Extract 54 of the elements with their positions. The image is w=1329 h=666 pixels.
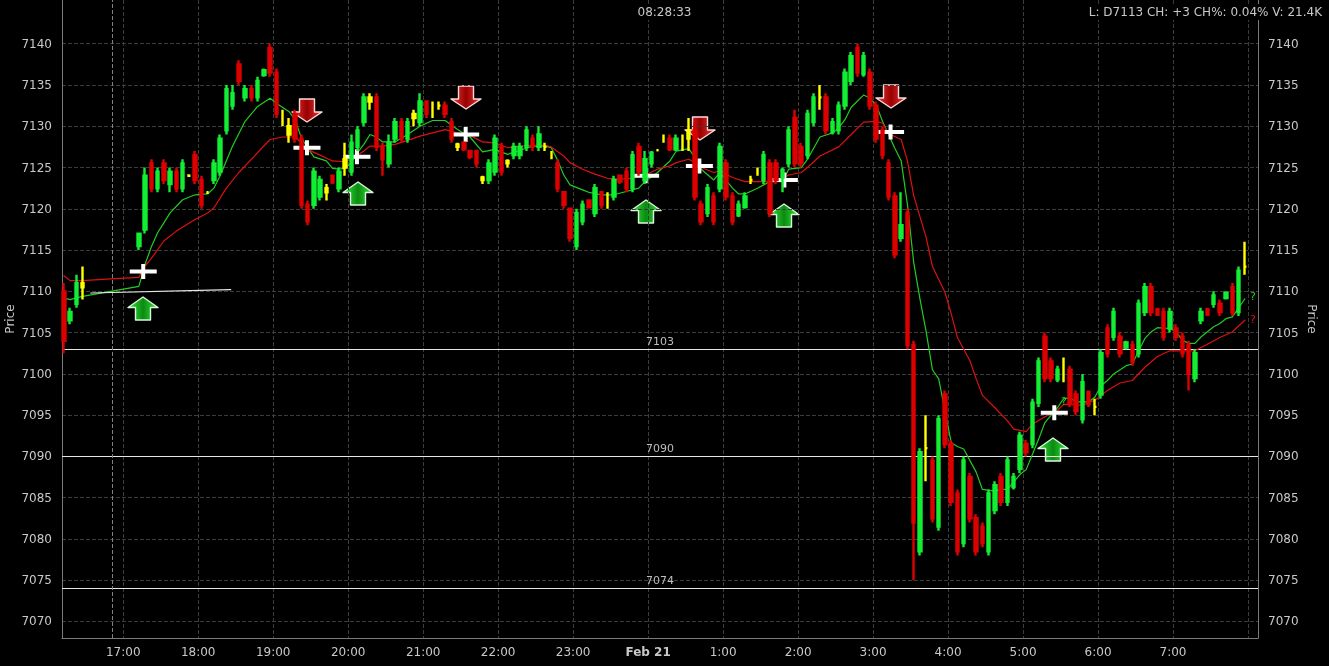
x-tick-label: 20:00 xyxy=(330,645,366,659)
y-tick-label: 7095 xyxy=(21,408,52,423)
y-tick-label: 7105 xyxy=(21,325,52,340)
x-tick-label: 7:00 xyxy=(1159,645,1187,659)
y-tick-label: 7085 xyxy=(21,490,52,505)
y2-tick-label: 7110 xyxy=(1268,284,1299,299)
x-tick-label: 17:00 xyxy=(105,645,141,659)
y2-tick-label: 7070 xyxy=(1268,614,1299,629)
x-tick-label: 2:00 xyxy=(784,645,812,659)
x-tick-label: Feb 21 xyxy=(625,645,671,659)
y2-tick-label: 7085 xyxy=(1268,490,1299,505)
y2-tick-label: 7075 xyxy=(1268,573,1299,588)
x-tick-label: 4:00 xyxy=(934,645,962,659)
y2-tick-label: 7095 xyxy=(1268,408,1299,423)
y2-tick-label: 7130 xyxy=(1268,119,1299,134)
y-tick-label: 7115 xyxy=(21,243,52,258)
ref-line-label: 7090 xyxy=(646,442,674,456)
y-tick-label: 7120 xyxy=(21,201,52,216)
y2-tick-label: 7125 xyxy=(1268,160,1299,175)
y-tick-label: 7075 xyxy=(21,573,52,588)
y-tick-label: 7090 xyxy=(21,449,52,464)
y-tick-label: 7110 xyxy=(21,284,52,299)
x-tick-label: 18:00 xyxy=(180,645,216,659)
annotation: ? xyxy=(1250,289,1257,303)
y2-tick-label: 7090 xyxy=(1268,449,1299,464)
y-tick-label: 7100 xyxy=(21,366,52,381)
y-tick-label: 7125 xyxy=(21,160,52,175)
x-tick-label: 6:00 xyxy=(1084,645,1112,659)
y-tick-label: 7140 xyxy=(21,36,52,51)
x-tick-label: 1:00 xyxy=(709,645,737,659)
y2-tick-label: 7100 xyxy=(1268,366,1299,381)
y2-tick-label: 7135 xyxy=(1268,78,1299,93)
annotation: ? xyxy=(1250,312,1257,326)
x-tick-label: 23:00 xyxy=(555,645,591,659)
x-tick-label: 5:00 xyxy=(1009,645,1037,659)
x-tick-label: 21:00 xyxy=(405,645,441,659)
y2-tick-label: 7105 xyxy=(1268,325,1299,340)
ref-line-label: 7074 xyxy=(646,574,674,588)
y2-axis-title: Price xyxy=(1305,304,1319,334)
chart-title: 08:28:33 xyxy=(637,5,692,19)
y2-tick-label: 7080 xyxy=(1268,531,1299,546)
x-tick-label: 19:00 xyxy=(255,645,291,659)
ref-line-label: 7103 xyxy=(646,335,674,349)
y-tick-label: 7130 xyxy=(21,119,52,134)
y-axis-title: Price xyxy=(3,304,17,334)
y2-tick-label: 7140 xyxy=(1268,36,1299,51)
x-tick-label: 22:00 xyxy=(480,645,516,659)
y2-tick-label: 7115 xyxy=(1268,243,1299,258)
chart-subtitle: L: D7113 CH: +3 CH%: 0.04% V: 21.4K xyxy=(1088,5,1324,19)
y-tick-label: 7070 xyxy=(21,614,52,629)
x-tick-label: 3:00 xyxy=(859,645,887,659)
y-tick-label: 7080 xyxy=(21,531,52,546)
y-tick-label: 7135 xyxy=(21,78,52,93)
y2-tick-label: 7120 xyxy=(1268,201,1299,216)
